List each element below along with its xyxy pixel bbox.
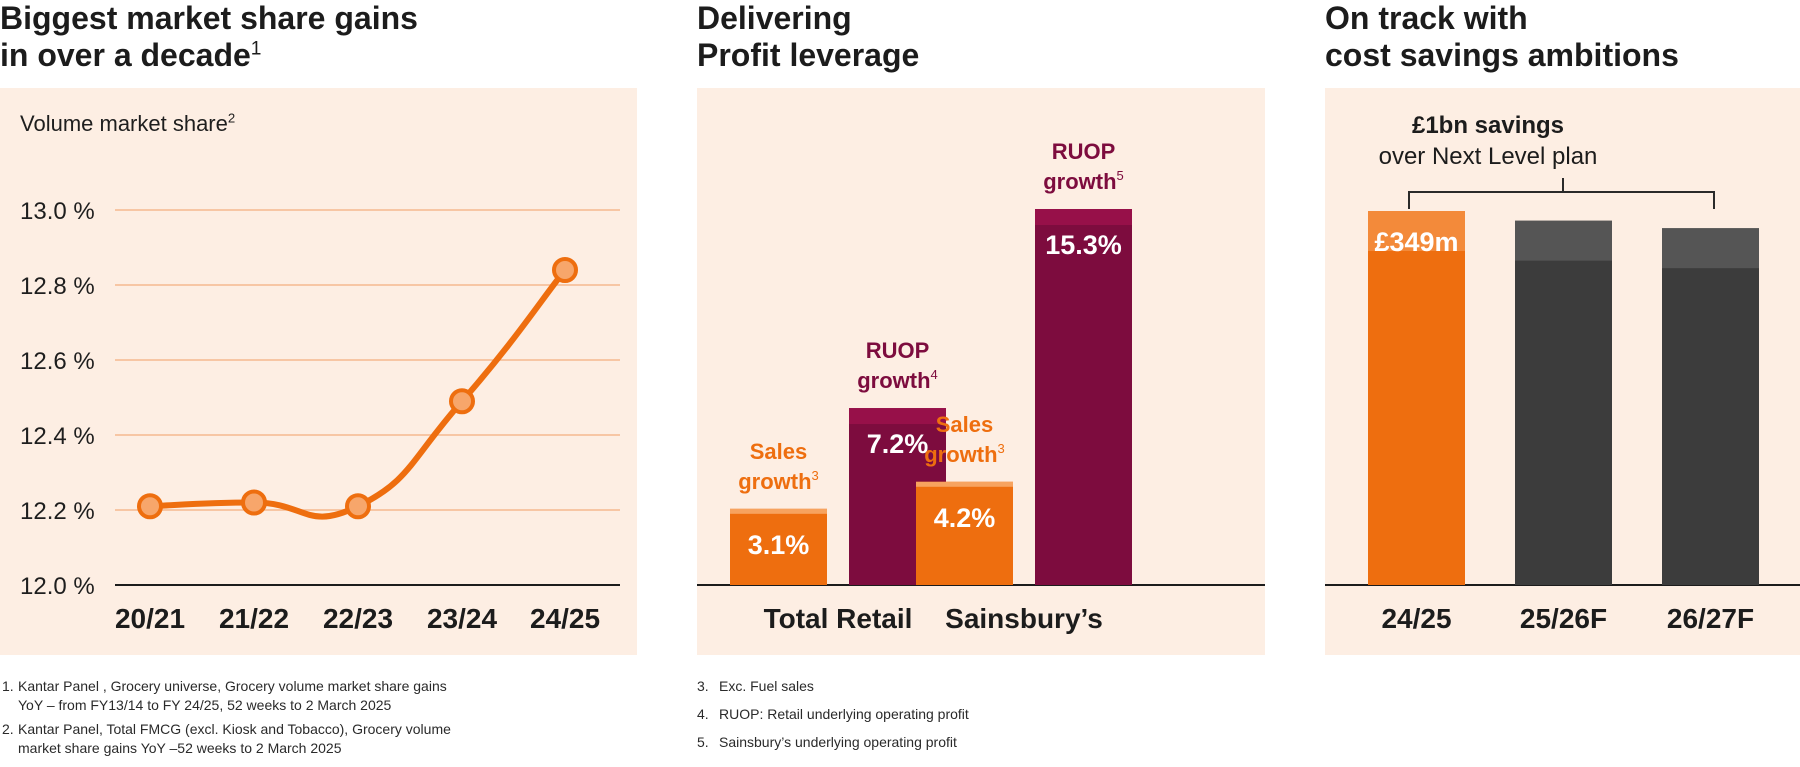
panel1-title-line1: Biggest market share gains [0,0,418,36]
data-point [137,493,163,520]
footnote-3-text: Exc. Fuel sales [719,678,814,694]
sales-growth-label: Sales [936,412,994,437]
panel1-title-line2-wrap: in over a decade1 [0,37,418,74]
profit-leverage-bar-chart: Total Retail3.1%Salesgrowth37.2%RUOPgrow… [697,139,1265,634]
sales-growth-label-line2: growth3 [924,441,1005,467]
data-point [552,257,578,283]
y-tick-label: 12.8 % [20,273,95,300]
panel2-title-line2: Profit leverage [697,37,920,73]
footnotes-right: 3. Exc. Fuel sales 4. RUOP: Retail under… [697,677,1197,752]
category-label: Total Retail [764,603,913,634]
market-share-line-chart: 13.0 % 12.8 % 12.6 % 12.4 % 12.2 % 12.0 % 20/2… [20,198,620,634]
y-tick-label: 12.0 % [20,573,95,600]
ruop-growth-bar [1035,209,1132,585]
sales-bar-highlight [730,508,827,514]
ruop-bar-value-label: 15.3% [1045,230,1122,260]
footnote-3: 3. Exc. Fuel sales [697,677,1197,696]
axis-title-text: Volume market share [20,111,228,136]
x-tick-label: 20/21 [115,603,185,634]
x-tick-label: 22/23 [323,603,393,634]
axis-title-sup: 2 [227,110,236,126]
category-label: Sainsbury’s [945,603,1103,634]
bar-top-highlight [1515,220,1612,261]
panel2-title-line1: Delivering [697,0,852,36]
bracket-subtitle: over Next Level plan [1379,143,1598,170]
ruop-growth-label-line2: growth4 [857,367,938,393]
footnote-1-line1: Kantar Panel , Grocery universe, Grocery… [18,678,447,694]
ruop-growth-label-line2: growth5 [1043,168,1124,194]
ruop-growth-sup: 4 [931,367,938,382]
savings-bar-forecast [1662,228,1759,586]
footnote-2-num: 2. [2,721,14,737]
data-point [345,493,371,520]
panel3-title-line1: On track with [1325,0,1528,36]
bracket-title: £1bn savings [1412,112,1564,139]
ruop-bar-highlight [1035,209,1132,225]
ruop-bar-value-label: 7.2% [867,429,929,459]
sales-growth-label: Sales [750,439,808,464]
savings-bar-actual [1368,211,1465,585]
sales-growth-sup: 3 [998,441,1005,456]
category-label: 24/25 [1381,603,1451,634]
footnote-1-line2: YoY – from FY13/14 to FY 24/25, 52 weeks… [18,697,392,713]
x-tick-label: 21/22 [219,603,289,634]
x-tick-label: 23/24 [427,603,497,634]
savings-bar-forecast [1515,220,1612,585]
footnote-4: 4. RUOP: Retail underlying operating pro… [697,705,1197,724]
panel3-title: On track with cost savings ambitions [1325,0,1679,74]
footnote-1: 1. Kantar Panel , Grocery universe, Groc… [2,677,602,715]
footnotes-left: 1. Kantar Panel , Grocery universe, Groc… [2,677,602,758]
footnote-3-num: 3. [697,678,709,694]
sales-growth-sup: 3 [812,468,819,483]
ruop-bar-highlight [849,408,946,425]
footnote-2-text: Kantar Panel, Total FMCG (excl. Kiosk an… [18,720,451,758]
bar-top-highlight [1368,211,1465,251]
savings-bracket [1408,178,1715,209]
y-tick-label: 12.2 % [20,498,95,525]
footnote-4-num: 4. [697,706,709,722]
bar-top-highlight [1662,228,1759,269]
sales-bar-value-label: 4.2% [934,503,996,533]
panel1-title: Biggest market share gains in over a dec… [0,0,418,74]
y-tick-label: 13.0 % [20,198,95,225]
ruop-growth-label: RUOP [866,338,930,363]
footnote-5-text: Sainsbury’s underlying operating profit [719,734,957,750]
footnote-1-text: Kantar Panel , Grocery universe, Grocery… [18,677,447,715]
footnote-2-line2: market share gains YoY –52 weeks to 2 Ma… [18,740,342,756]
savings-bar-value-label: £349m [1374,227,1458,257]
data-point [449,388,475,415]
panel3-title-line2: cost savings ambitions [1325,37,1679,73]
category-label: 25/26F [1520,603,1607,634]
footnote-1-num: 1. [2,678,14,694]
y-tick-label: 12.4 % [20,423,95,450]
ruop-growth-sup: 5 [1117,168,1124,183]
sales-bar-value-label: 3.1% [748,530,810,560]
footnote-5: 5. Sainsbury’s underlying operating prof… [697,733,1197,752]
data-point [241,489,267,516]
category-label: 26/27F [1667,603,1754,634]
footnote-2: 2. Kantar Panel, Total FMCG (excl. Kiosk… [2,720,602,758]
panel1-title-line2: in over a decade [0,37,251,73]
panel2-title: Delivering Profit leverage [697,0,919,74]
sales-bar-highlight [916,481,1013,487]
x-tick-label: 24/25 [530,603,600,634]
y-tick-label: 12.6 % [20,348,95,375]
sales-growth-label-line2: growth3 [738,468,819,494]
panel1-title-sup: 1 [250,38,262,60]
line-chart-axis-title: Volume market share2 [20,111,235,137]
sales-growth-bar [916,481,1013,585]
footnote-5-num: 5. [697,734,709,750]
footnote-2-line1: Kantar Panel, Total FMCG (excl. Kiosk an… [18,721,451,737]
ruop-growth-label: RUOP [1052,139,1116,164]
market-share-line [147,267,568,520]
cost-savings-bar-chart: £1bn savings over Next Level plan £349m 2… [1325,112,1800,634]
footnote-4-text: RUOP: Retail underlying operating profit [719,706,969,722]
panel1-background [0,88,637,655]
sales-growth-bar [730,508,827,585]
